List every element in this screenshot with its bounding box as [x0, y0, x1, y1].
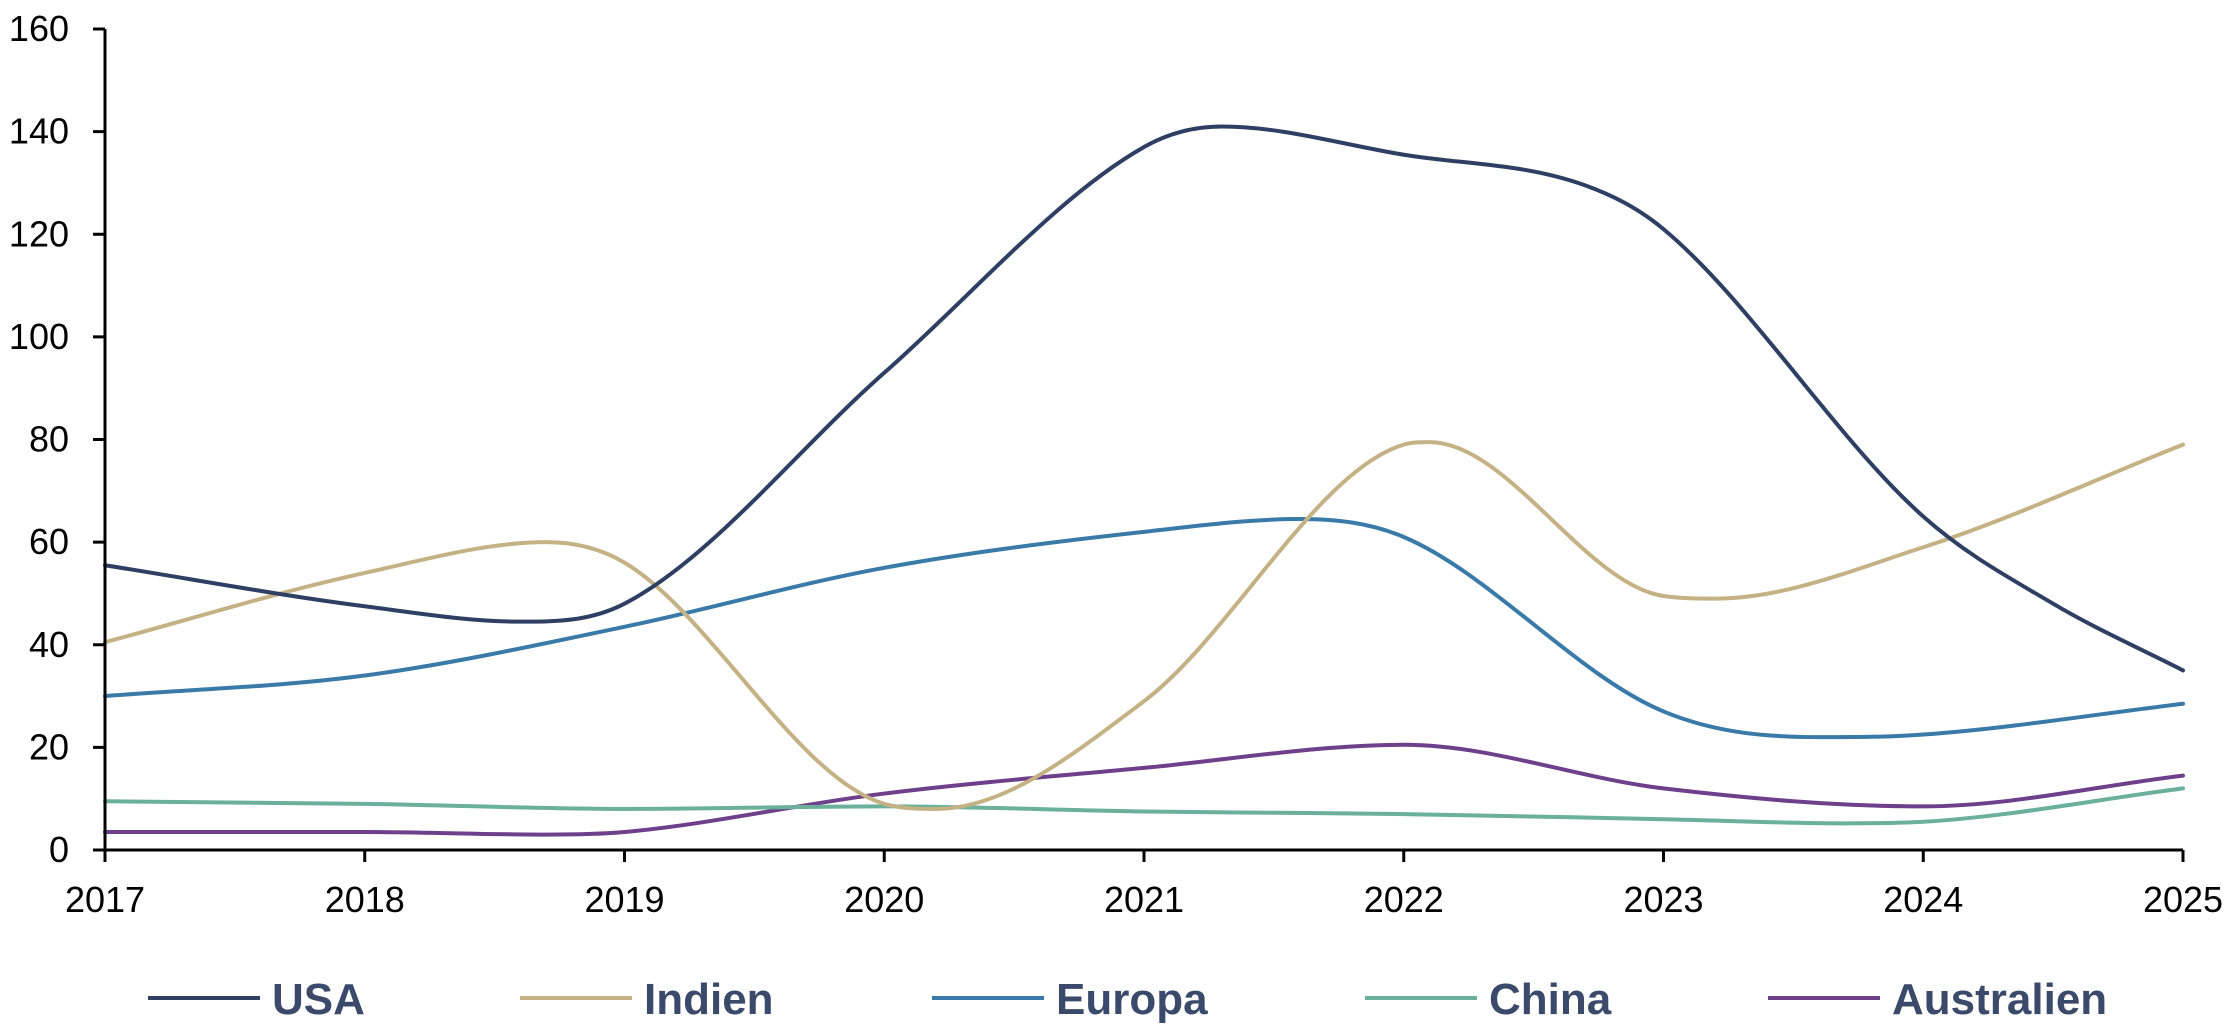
x-tick-label: 2024: [1883, 879, 1963, 920]
legend-item-usa: USA: [148, 975, 365, 1024]
series-line-europa: [103, 517, 2185, 740]
legend: USA Indien Europa China Australien: [148, 975, 2107, 1024]
series-lines: [103, 124, 2185, 837]
series-line-china: [103, 786, 2185, 826]
legend-item-europa: Europa: [932, 975, 1208, 1024]
x-tick-label: 2023: [1623, 879, 1703, 920]
y-tick-label: 20: [29, 726, 69, 767]
y-tick-label: 100: [9, 316, 69, 357]
y-tick-label: 120: [9, 213, 69, 254]
legend-label: USA: [272, 975, 365, 1024]
series-line-australien: [103, 742, 2185, 837]
y-tick-label: 140: [9, 111, 69, 152]
legend-label: Indien: [644, 975, 774, 1024]
series-line-indien: [103, 440, 2185, 811]
y-axis-ticks: 0 20 40 60 80 100 120 140 160: [9, 8, 105, 870]
y-tick-label: 80: [29, 419, 69, 460]
series-line-usa: [103, 124, 2185, 673]
y-tick-label: 0: [49, 829, 69, 870]
y-tick-label: 40: [29, 624, 69, 665]
y-tick-label: 160: [9, 8, 69, 49]
x-tick-label: 2017: [65, 879, 145, 920]
x-tick-label: 2021: [1104, 879, 1184, 920]
legend-label: China: [1489, 975, 1612, 1024]
legend-label: Europa: [1056, 975, 1208, 1024]
y-tick-label: 60: [29, 521, 69, 562]
x-tick-label: 2020: [844, 879, 924, 920]
x-tick-label: 2022: [1364, 879, 1444, 920]
x-tick-label: 2025: [2143, 879, 2223, 920]
x-tick-label: 2019: [584, 879, 664, 920]
x-tick-label: 2018: [325, 879, 405, 920]
x-axis-ticks: 2017 2018 2019 2020 2021 2022 2023 2024 2025: [65, 850, 2223, 920]
legend-item-indien: Indien: [520, 975, 774, 1024]
legend-item-china: China: [1365, 975, 1612, 1024]
legend-label: Australien: [1892, 975, 2107, 1024]
legend-item-australien: Australien: [1768, 975, 2107, 1024]
